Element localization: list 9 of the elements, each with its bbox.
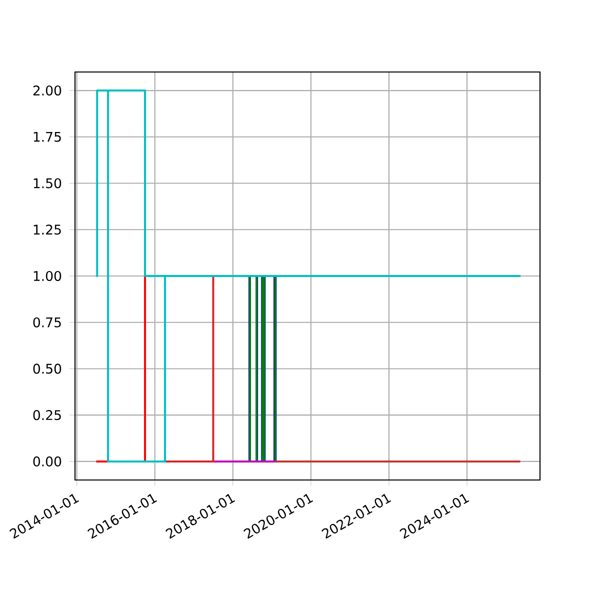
y-tick-label: 0.50: [33, 364, 62, 374]
y-tick-label: 1.25: [34, 224, 61, 235]
y-tick-label: 1.00: [34, 270, 62, 282]
y-tick-label: 1.50: [34, 178, 62, 188]
y-tick-label: 2.00: [33, 86, 62, 96]
y-tick-label: 1.75: [34, 132, 61, 142]
y-tick-label: 0.75: [33, 317, 61, 328]
y-tick-label: 0.25: [33, 410, 61, 420]
y-tick-label: 0.00: [33, 456, 62, 466]
